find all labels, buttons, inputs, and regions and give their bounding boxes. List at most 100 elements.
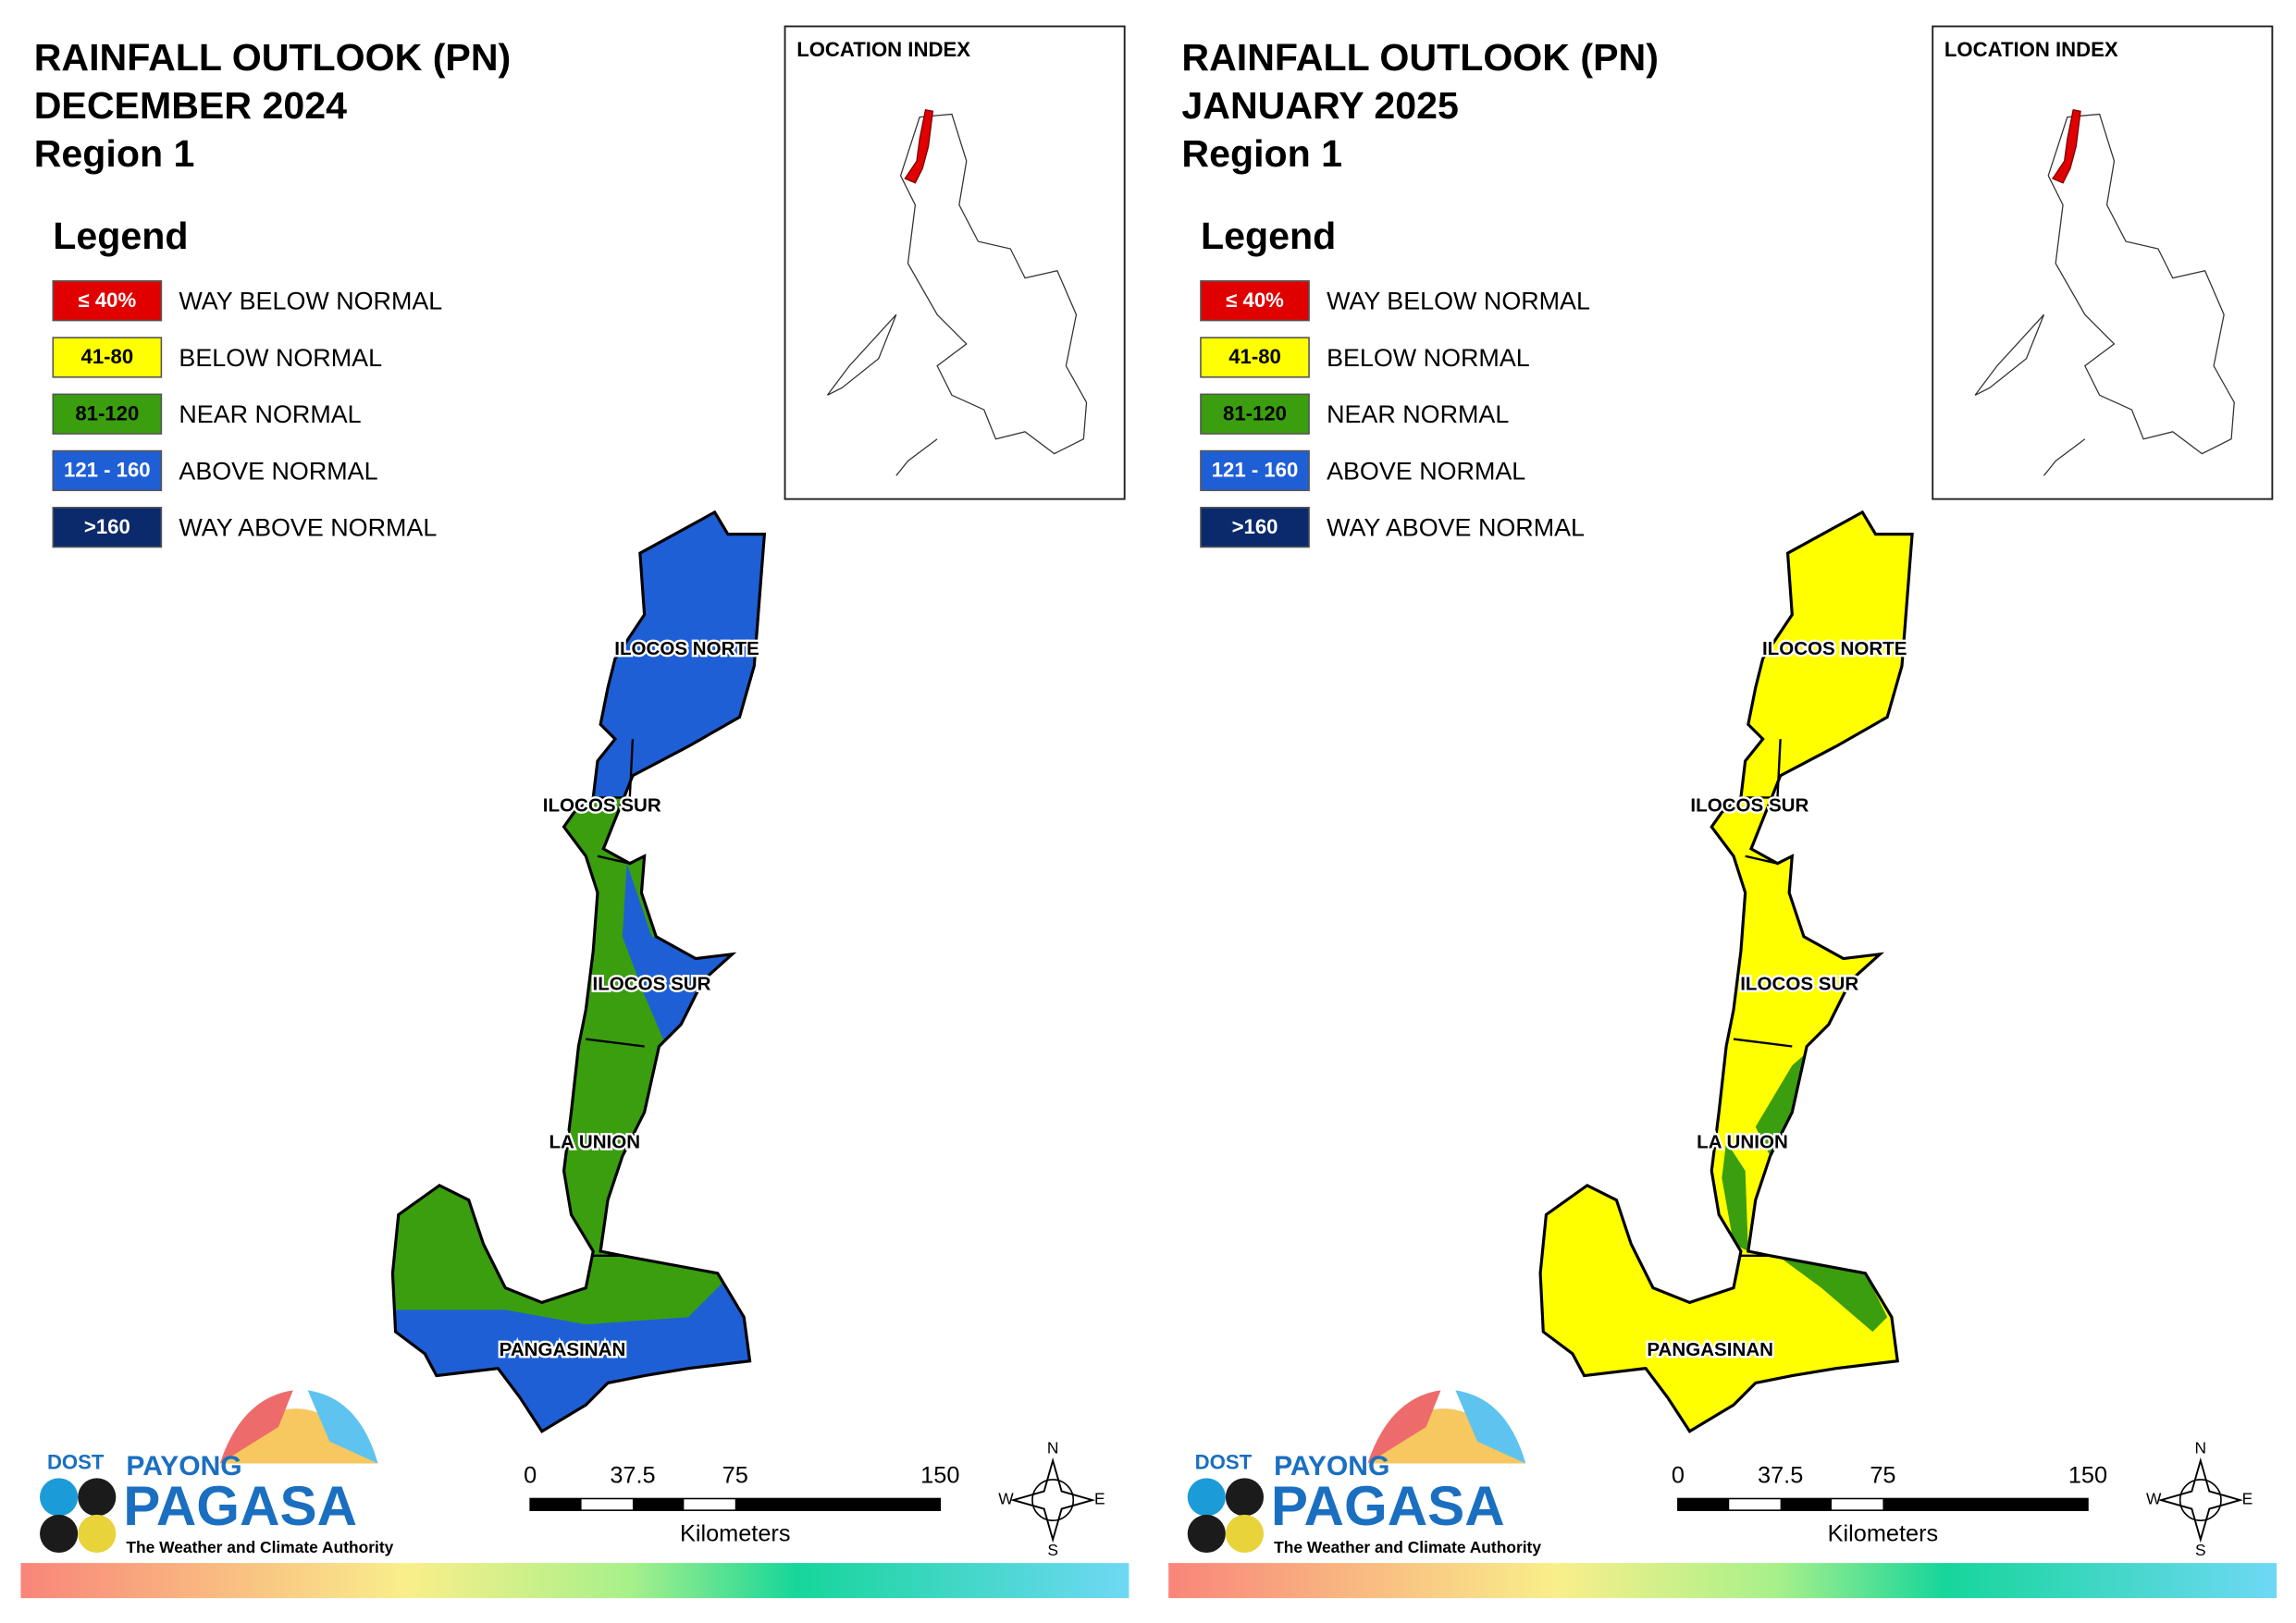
- legend-title: Legend: [1201, 215, 1336, 257]
- compass-letter: S: [2195, 1541, 2206, 1559]
- fill-south: [1777, 1255, 1888, 1333]
- legend-key: 41-80: [81, 345, 134, 368]
- legend-swatch: [1200, 337, 1310, 378]
- logo-circle: [1225, 1478, 1265, 1517]
- legend-swatch: [1200, 280, 1310, 322]
- map-title: Region 1: [34, 132, 195, 175]
- umbrella-right: [1455, 1390, 1526, 1464]
- color-strip: [20, 1563, 1129, 1599]
- province-label: LA UNION: [549, 1131, 640, 1152]
- logo-circle: [78, 1478, 117, 1517]
- region-outline: [390, 510, 767, 1433]
- legend-swatch: [52, 507, 163, 548]
- fill-east: [622, 863, 733, 1047]
- compass-letter: E: [2242, 1490, 2253, 1508]
- scale-label: 75: [1870, 1462, 1895, 1488]
- scale-label: 0: [1672, 1462, 1685, 1488]
- compass-letter: N: [1047, 1438, 1059, 1457]
- legend-key: 81-120: [75, 401, 139, 424]
- region-highlight: [2052, 108, 2081, 184]
- compass-ring: [1031, 1479, 1075, 1522]
- legend-label: NEAR NORMAL: [1327, 400, 1509, 428]
- logo-dost: DOST: [47, 1450, 105, 1473]
- region-outline: [1538, 510, 1914, 1433]
- province-label: ILOCOS SUR: [593, 973, 711, 994]
- logo-circle: [1225, 1514, 1265, 1554]
- scale-segment: [1677, 1498, 1730, 1511]
- scale-label: 37.5: [1758, 1462, 1803, 1488]
- scale-label: 37.5: [610, 1462, 655, 1488]
- province-label: ILOCOS NORTE: [614, 638, 759, 659]
- legend-key: ≤ 40%: [79, 289, 137, 312]
- scale-label: 75: [722, 1462, 748, 1488]
- legend-swatch: [52, 337, 163, 378]
- legend-swatch: [52, 393, 163, 435]
- logo-payong: PAYONG: [1274, 1451, 1389, 1482]
- compass-letter: N: [2195, 1438, 2207, 1457]
- map-title: DECEMBER 2024: [34, 84, 347, 127]
- map-title: JANUARY 2025: [1181, 84, 1458, 127]
- province-label: ILOCOS SUR: [543, 794, 661, 816]
- logo-circle: [1187, 1514, 1226, 1554]
- philippines-outline: [826, 113, 1088, 476]
- legend-key: ≤ 40%: [1226, 289, 1284, 312]
- logo-payong: PAYONG: [126, 1451, 241, 1482]
- index-title: LOCATION INDEX: [1944, 38, 2118, 61]
- province-borders: [1733, 739, 1793, 1257]
- logo-circle: [78, 1514, 117, 1554]
- compass-letter: W: [998, 1490, 1014, 1508]
- legend-label: ABOVE NORMAL: [1327, 457, 1525, 485]
- philippines-outline: [1974, 113, 2235, 476]
- legend-label: WAY ABOVE NORMAL: [1327, 514, 1585, 542]
- color-strip: [1168, 1563, 2277, 1599]
- legend-label: WAY BELOW NORMAL: [179, 288, 442, 315]
- fill-patch: [1722, 1141, 1748, 1252]
- logo-circle: [40, 1478, 79, 1517]
- logo-pagasa: PAGASA: [123, 1475, 357, 1537]
- legend-key: 81-120: [1223, 401, 1287, 424]
- legend-title: Legend: [53, 215, 188, 257]
- logo-dost: DOST: [1195, 1450, 1253, 1473]
- province-label: ILOCOS SUR: [1740, 973, 1858, 994]
- legend-key: >160: [1232, 515, 1278, 538]
- legend-label: WAY BELOW NORMAL: [1327, 288, 1590, 315]
- compass-rose: [1009, 1457, 1096, 1543]
- province-label: PANGASINAN: [1647, 1339, 1773, 1360]
- umbrella-left: [1367, 1390, 1441, 1464]
- umbrella-left: [219, 1390, 293, 1464]
- compass-rose: [2157, 1457, 2244, 1543]
- scale-unit: Kilometers: [1828, 1521, 1939, 1547]
- map-title: RAINFALL OUTLOOK (PN): [1181, 36, 1659, 79]
- compass-letter: S: [1047, 1541, 1058, 1559]
- scale-label: 150: [2068, 1462, 2107, 1488]
- legend-label: ABOVE NORMAL: [179, 457, 377, 485]
- legend-label: BELOW NORMAL: [1327, 344, 1530, 372]
- panel: RAINFALL OUTLOOK (PN) JANUARY 2025 Region …: [1168, 25, 2277, 1599]
- scale-label: 150: [920, 1462, 959, 1488]
- province-label: ILOCOS SUR: [1690, 794, 1808, 816]
- legend-swatch: [1200, 393, 1310, 435]
- scale-segment: [1882, 1498, 2088, 1511]
- legend-swatch: [1200, 449, 1310, 492]
- logo-pagasa: PAGASA: [1271, 1475, 1505, 1537]
- legend-label: NEAR NORMAL: [179, 400, 361, 428]
- scale-segment: [734, 1498, 941, 1511]
- map-title: RAINFALL OUTLOOK (PN): [34, 36, 512, 79]
- legend-key: 41-80: [1228, 345, 1281, 368]
- scale-unit: Kilometers: [680, 1521, 791, 1547]
- province-borders: [586, 739, 645, 1257]
- logo-tagline: The Weather and Climate Authority: [126, 1538, 393, 1556]
- logo-circle: [1187, 1478, 1226, 1517]
- index-title: LOCATION INDEX: [796, 38, 970, 61]
- legend-key: >160: [84, 515, 130, 538]
- legend-swatch: [1200, 507, 1310, 548]
- compass-letter: W: [2146, 1490, 2162, 1508]
- panel: RAINFALL OUTLOOK (PN) DECEMBER 2024 Region…: [20, 25, 1129, 1599]
- legend-label: WAY ABOVE NORMAL: [179, 514, 437, 542]
- compass-ring: [2179, 1479, 2222, 1522]
- legend-swatch: [52, 280, 163, 322]
- region-highlight: [904, 108, 934, 184]
- legend-swatch: [52, 449, 163, 492]
- logo-circle: [40, 1514, 79, 1554]
